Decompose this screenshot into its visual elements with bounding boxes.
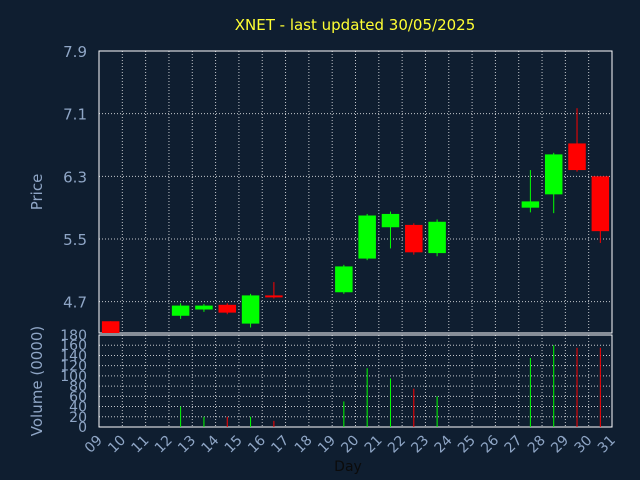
- x-tick-label: 25: [455, 433, 479, 457]
- x-tick-label: 12: [152, 433, 176, 457]
- volume-tick-label: 60: [69, 389, 87, 405]
- price-tick-label: 7.1: [63, 106, 87, 124]
- candle-body: [358, 215, 376, 259]
- x-tick-label: 16: [245, 432, 269, 456]
- chart-title: XNET - last updated 30/05/2025: [235, 16, 476, 34]
- x-tick-label: 10: [105, 433, 129, 457]
- price-tick-labels: 7.9 7.1 6.3 5.5 4.7: [63, 43, 87, 312]
- volume-tick-label: 20: [69, 410, 87, 426]
- price-tick-label: 6.3: [63, 168, 87, 186]
- candle-body: [591, 176, 610, 232]
- x-tick-label: 20: [338, 433, 362, 457]
- x-tick-label: 29: [548, 433, 572, 457]
- x-tick-label: 24: [432, 432, 456, 456]
- x-axis-label: Day: [334, 459, 362, 475]
- candle-body: [568, 143, 586, 171]
- candle-body: [101, 321, 120, 333]
- x-tick-label: 27: [502, 433, 526, 457]
- volume-tick-label: 160: [60, 338, 87, 354]
- price-tick-label: 5.5: [63, 231, 87, 249]
- candle-body: [544, 154, 563, 195]
- volume-tick-label: 120: [60, 359, 87, 375]
- price-axis-label: Price: [28, 174, 46, 211]
- x-tick-label: 09: [82, 433, 106, 457]
- x-tick-label: 26: [478, 432, 502, 456]
- x-tick-label: 18: [292, 433, 316, 457]
- x-tick-label: 17: [268, 433, 292, 457]
- x-tick-label: 14: [198, 432, 222, 456]
- x-tick-label: 22: [385, 433, 409, 457]
- grid-lines: [99, 51, 612, 427]
- volume-tick-label: 0: [78, 420, 87, 436]
- candle-body: [218, 304, 236, 313]
- price-tick-label: 7.9: [63, 43, 87, 61]
- volume-tick-label: 80: [69, 379, 87, 395]
- x-tick-label: 31: [595, 433, 619, 457]
- candle-body: [241, 295, 260, 324]
- candle-body: [381, 213, 400, 228]
- candle-body: [171, 305, 190, 316]
- volume-tick-label: 140: [60, 348, 87, 364]
- volume-tick-label: 100: [60, 369, 87, 385]
- volume-bars: [180, 345, 601, 427]
- x-tick-label: 30: [572, 433, 596, 457]
- candle-body: [335, 266, 353, 293]
- x-tick-label: 28: [525, 433, 549, 457]
- x-tick-labels: 09 10 11 12 13 14 15 16 17 18 19 20 21 22 23 24 25 26 27 28…: [82, 432, 619, 456]
- candle-body: [195, 305, 213, 310]
- x-tick-label: 11: [129, 433, 153, 457]
- candles: [101, 108, 610, 333]
- candle-body: [428, 221, 446, 254]
- x-tick-label: 21: [362, 433, 386, 457]
- candle-body: [265, 295, 283, 298]
- candle-body: [521, 201, 540, 208]
- x-tick-label: 15: [222, 433, 246, 457]
- x-tick-label: 23: [408, 433, 432, 457]
- x-tick-label: 13: [175, 433, 199, 457]
- volume-axis-label: Volume (0000): [28, 326, 46, 436]
- volume-tick-label: 40: [69, 400, 87, 416]
- x-tick-label: 19: [315, 433, 339, 457]
- volume-tick-label: 180: [60, 328, 87, 344]
- candle-body: [405, 224, 423, 253]
- price-tick-label: 4.7: [63, 294, 87, 312]
